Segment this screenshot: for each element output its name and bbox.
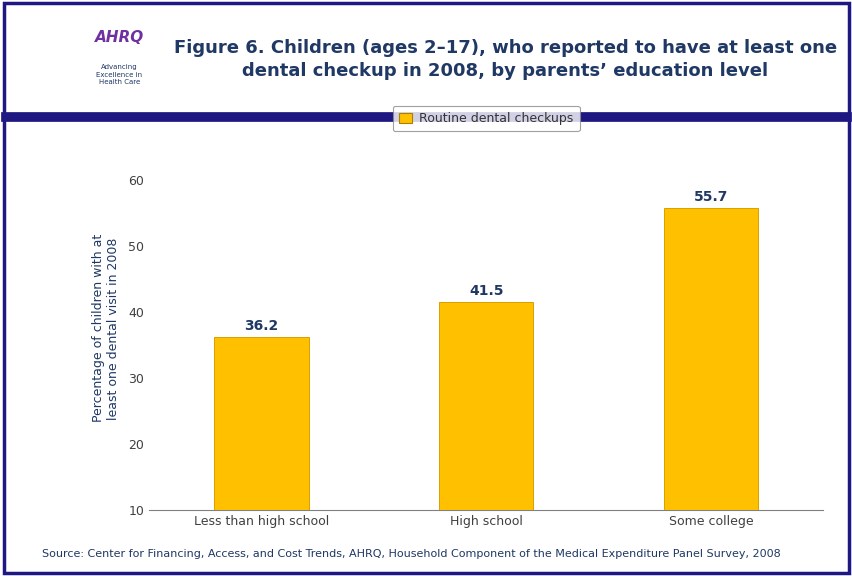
Text: ⚕: ⚕ (37, 47, 53, 76)
Bar (439, 302, 532, 510)
Legend: Routine dental checkups: Routine dental checkups (393, 106, 579, 131)
Text: 41.5: 41.5 (469, 284, 503, 298)
Text: AHRQ: AHRQ (95, 30, 144, 45)
Bar (663, 209, 757, 510)
Text: Figure 6. Children (ages 2–17), who reported to have at least one
dental checkup: Figure 6. Children (ages 2–17), who repo… (174, 39, 836, 80)
Text: 36.2: 36.2 (245, 319, 279, 333)
Y-axis label: Percentage of children with at
least one dental visit in 2008: Percentage of children with at least one… (92, 234, 120, 422)
Text: Source: Center for Financing, Access, and Cost Trends, AHRQ, Household Component: Source: Center for Financing, Access, an… (42, 550, 780, 559)
Bar (214, 337, 308, 510)
Text: 55.7: 55.7 (693, 190, 727, 204)
Text: Advancing
Excellence in
Health Care: Advancing Excellence in Health Care (96, 65, 142, 85)
